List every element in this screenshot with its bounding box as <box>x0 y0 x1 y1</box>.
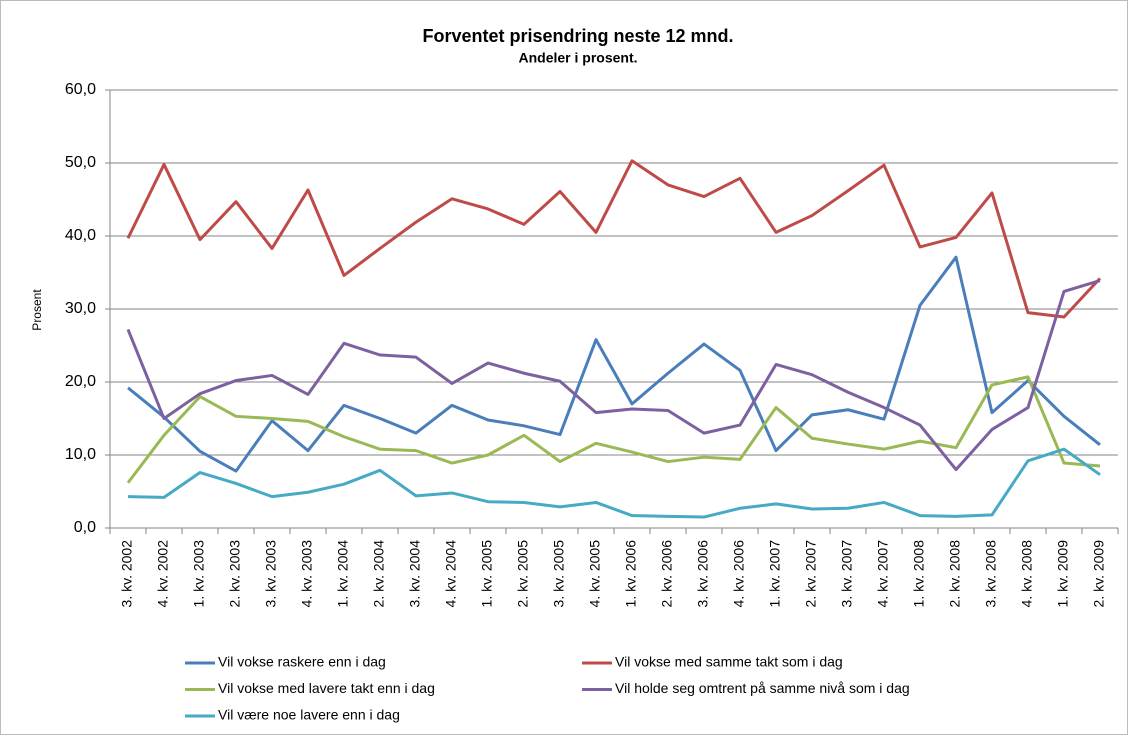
x-tick-label: 3. kv. 2007 <box>839 540 855 608</box>
legend-label: Vil vokse raskere enn i dag <box>218 654 386 670</box>
x-tick-label: 2. kv. 2008 <box>947 540 963 608</box>
x-tick-label: 1. kv. 2009 <box>1055 540 1071 608</box>
x-tick-label: 4. kv. 2004 <box>443 540 459 608</box>
x-tick-label: 4. kv. 2006 <box>731 540 747 608</box>
x-tick-label: 4. kv. 2007 <box>875 540 891 608</box>
x-tick-label: 1. kv. 2004 <box>335 540 351 608</box>
y-tick-label: 10,0 <box>65 446 96 463</box>
x-tick-label: 2. kv. 2009 <box>1091 540 1107 608</box>
y-tick-label: 40,0 <box>65 227 96 244</box>
x-tick-label: 2. kv. 2004 <box>371 540 387 608</box>
x-tick-label: 4. kv. 2003 <box>299 540 315 608</box>
x-tick-label: 1. kv. 2005 <box>479 540 495 608</box>
legend-label: Vil vokse med lavere takt enn i dag <box>218 680 435 696</box>
x-tick-label: 3. kv. 2003 <box>263 540 279 608</box>
x-tick-label: 2. kv. 2005 <box>515 540 531 608</box>
y-tick-label: 20,0 <box>65 373 96 390</box>
y-tick-label: 60,0 <box>65 81 96 98</box>
y-tick-label: 0,0 <box>74 519 96 536</box>
x-tick-label: 1. kv. 2008 <box>911 540 927 608</box>
legend-label: Vil vokse med samme takt som i dag <box>615 654 843 670</box>
x-tick-label: 3. kv. 2005 <box>551 540 567 608</box>
y-tick-label: 50,0 <box>65 154 96 171</box>
series-line <box>126 375 1101 484</box>
chart-title: Forventet prisendring neste 12 mnd. <box>422 26 733 46</box>
y-tick-label: 30,0 <box>65 300 96 317</box>
y-axis-label: Prosent <box>30 289 44 331</box>
x-tick-label: 3. kv. 2004 <box>407 540 423 608</box>
legend-label: Vil være noe lavere enn i dag <box>218 707 400 723</box>
series-line <box>127 255 1101 473</box>
series-line <box>127 447 1101 519</box>
x-tick-label: 4. kv. 2002 <box>155 540 171 608</box>
x-tick-label: 3. kv. 2002 <box>119 540 135 608</box>
x-tick-label: 1. kv. 2006 <box>623 540 639 608</box>
x-tick-label: 3. kv. 2008 <box>983 540 999 608</box>
legend-label: Vil holde seg omtrent på samme nivå som … <box>615 680 910 696</box>
x-tick-label: 2. kv. 2003 <box>227 540 243 608</box>
series-line <box>126 159 1102 319</box>
x-tick-label: 1. kv. 2003 <box>191 540 207 608</box>
x-tick-label: 2. kv. 2007 <box>803 540 819 608</box>
chart-subtitle: Andeler i prosent. <box>518 50 637 66</box>
x-tick-label: 1. kv. 2007 <box>767 540 783 608</box>
x-tick-label: 4. kv. 2008 <box>1019 540 1035 608</box>
x-tick-label: 4. kv. 2005 <box>587 540 603 608</box>
series-line <box>126 279 1101 472</box>
x-tick-label: 3. kv. 2006 <box>695 540 711 608</box>
x-tick-label: 2. kv. 2006 <box>659 540 675 608</box>
